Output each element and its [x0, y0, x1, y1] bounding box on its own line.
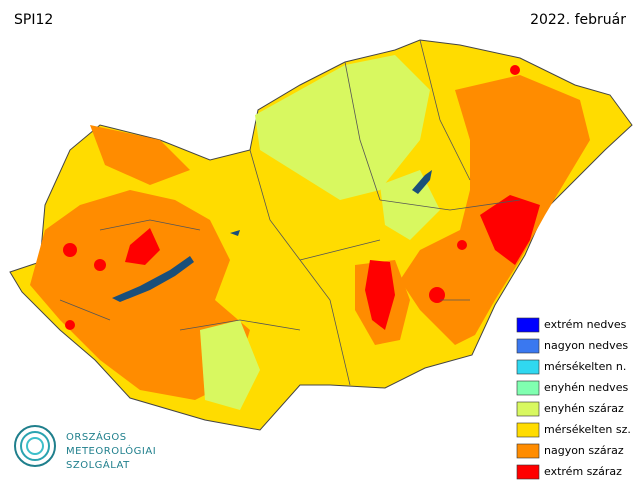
legend-swatch — [516, 380, 540, 396]
legend-label: nagyon száraz — [544, 444, 624, 457]
legend-swatch — [516, 338, 540, 354]
logo-ring — [14, 425, 56, 467]
legend-swatch — [516, 443, 540, 459]
dry-region — [30, 190, 250, 400]
legend-label: enyhén nedves — [544, 381, 628, 394]
legend-label: extrém nedves — [544, 318, 627, 331]
extreme-dry-region — [480, 195, 540, 265]
logo-ring — [26, 437, 44, 455]
slightly-dry-region — [200, 320, 260, 410]
slightly-dry-region — [255, 55, 430, 200]
legend: extrém nedves nagyon nedves mérsékelten n.… — [516, 317, 631, 480]
logo: ORSZÁGOS METEOROLÓGIAI SZOLGÁLAT — [14, 425, 156, 471]
extreme-dry-region — [510, 65, 520, 75]
legend-label: extrém száraz — [544, 465, 622, 478]
map-date: 2022. február — [530, 12, 626, 28]
extreme-dry-region — [457, 240, 467, 250]
logo-text: METEOROLÓGIAI — [66, 444, 156, 457]
logo-ring — [20, 431, 50, 461]
legend-swatch — [516, 359, 540, 375]
lake-velence — [230, 230, 240, 236]
county-border — [59, 39, 521, 386]
legend-label: mérsékelten n. — [544, 360, 626, 373]
extreme-dry-region — [94, 259, 106, 271]
dry-region — [90, 125, 190, 185]
legend-swatch — [516, 317, 540, 333]
extreme-dry-region — [125, 228, 160, 265]
legend-swatch — [516, 422, 540, 438]
extreme-dry-region — [65, 320, 75, 330]
slightly-dry-region — [380, 170, 440, 240]
map-title: SPI12 — [14, 12, 53, 28]
logo-text: SZOLGÁLAT — [66, 458, 130, 471]
extreme-dry-region — [63, 243, 77, 257]
legend-label: enyhén száraz — [544, 402, 624, 415]
logo-text: ORSZÁGOS — [66, 430, 127, 443]
extreme-dry-region — [429, 287, 445, 303]
legend-label: nagyon nedves — [544, 339, 628, 352]
legend-swatch — [516, 464, 540, 480]
map — [9, 39, 633, 431]
lake-balaton — [112, 256, 194, 302]
legend-label: mérsékelten sz. — [544, 423, 631, 436]
legend-swatch — [516, 401, 540, 417]
extreme-dry-region — [365, 260, 395, 330]
lake-tisza — [412, 170, 432, 194]
